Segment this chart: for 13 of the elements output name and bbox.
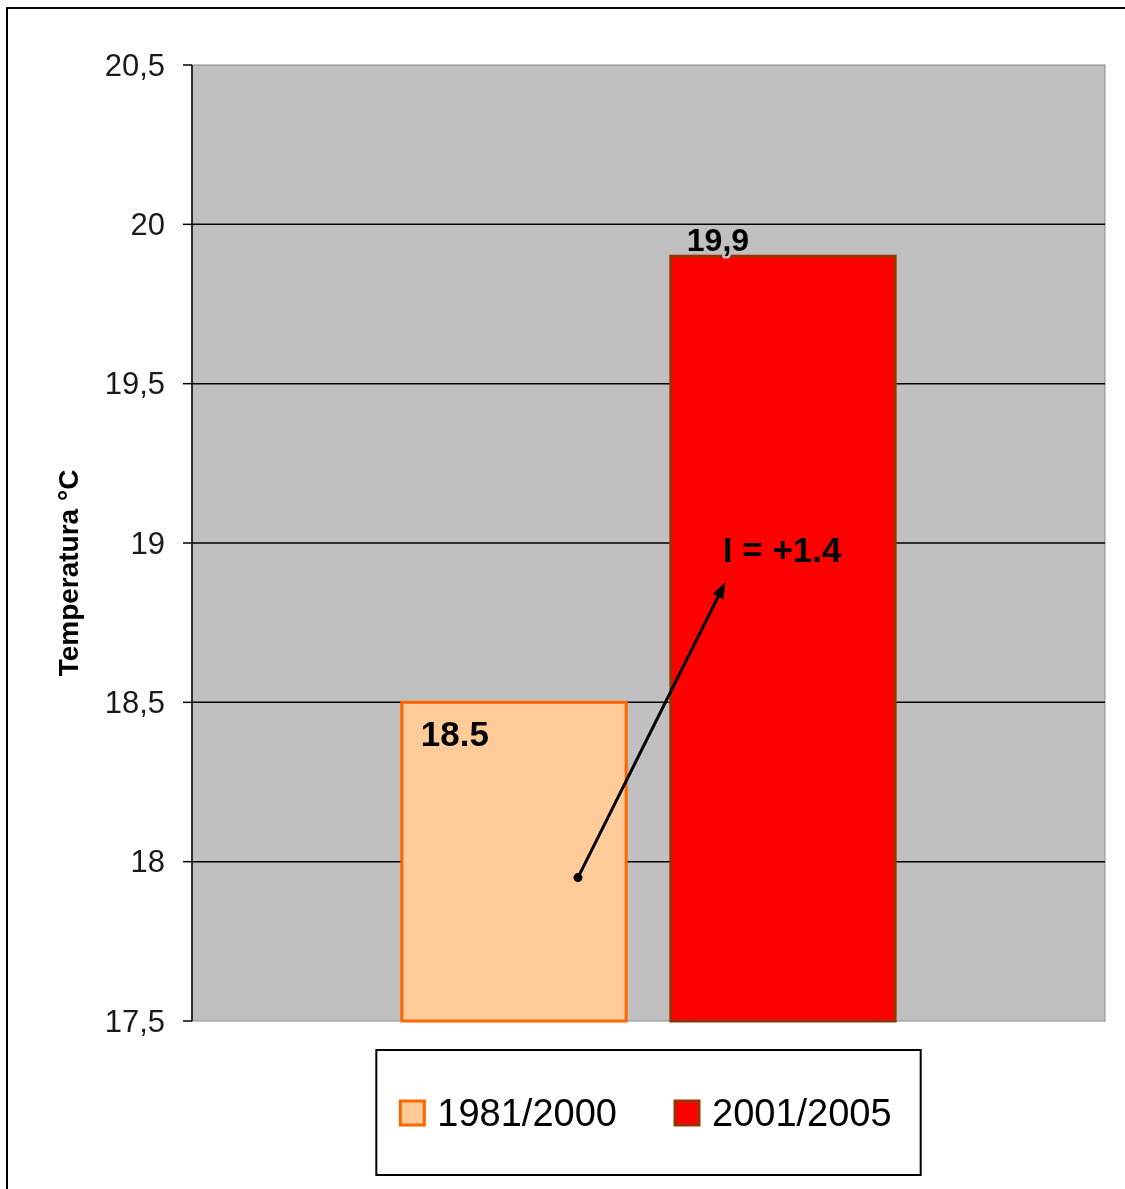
- y-tick-label: 19: [130, 525, 165, 561]
- annotation: I = +1.4: [722, 530, 843, 570]
- y-tick-label: 17,5: [104, 1003, 165, 1039]
- y-tick-label: 18,5: [104, 684, 165, 720]
- y-axis-title: Temperatura °C: [52, 469, 84, 677]
- data-label: 18.5: [420, 714, 489, 754]
- data-label: 19,9: [686, 222, 750, 259]
- legend-label: 2001/2005: [712, 1092, 892, 1134]
- y-tick-label: 19,5: [104, 366, 165, 402]
- legend-label: 1981/2000: [437, 1092, 617, 1134]
- y-tick-label: 18: [130, 844, 165, 880]
- y-tick-label: 20,5: [104, 47, 165, 83]
- y-tick-label: 20: [130, 206, 165, 242]
